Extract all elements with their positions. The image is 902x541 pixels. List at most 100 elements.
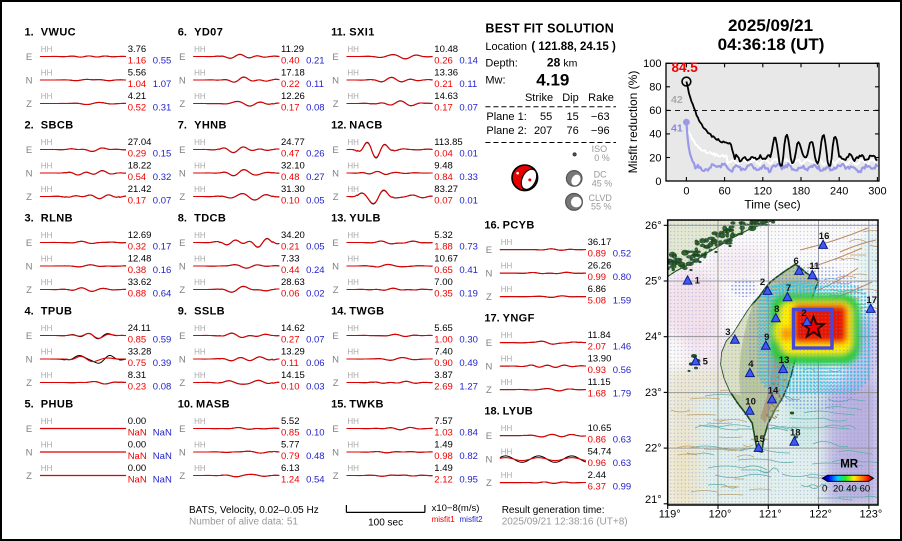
svg-text:N: N (179, 75, 186, 86)
svg-text:34.20: 34.20 (281, 230, 305, 241)
svg-text:15: 15 (754, 434, 765, 445)
svg-text:HH: HH (501, 378, 513, 387)
svg-text:0.98: 0.98 (434, 451, 453, 462)
svg-text:28: 28 (547, 55, 561, 69)
svg-text:13.29: 13.29 (281, 346, 305, 357)
svg-text:0.06: 0.06 (281, 289, 300, 300)
svg-text:3.: 3. (25, 213, 34, 225)
svg-text:0.64: 0.64 (153, 289, 172, 300)
svg-text:E: E (179, 238, 185, 249)
svg-text:0.21: 0.21 (434, 79, 453, 90)
svg-text:40: 40 (649, 129, 661, 141)
svg-text:Z: Z (486, 385, 492, 396)
svg-text:HH: HH (41, 138, 53, 147)
svg-text:0.55: 0.55 (153, 56, 172, 67)
svg-text:E: E (26, 424, 32, 435)
svg-text:0.82: 0.82 (459, 451, 478, 462)
svg-text:0.06: 0.06 (306, 358, 325, 369)
svg-text:0.40: 0.40 (281, 56, 300, 67)
svg-text:11.84: 11.84 (588, 330, 611, 341)
svg-text:0.29: 0.29 (128, 149, 147, 160)
svg-text:1: 1 (695, 276, 701, 287)
svg-text:7.: 7. (178, 120, 187, 132)
svg-text:E: E (332, 52, 338, 63)
svg-text:13: 13 (779, 355, 790, 366)
svg-text:MR: MR (840, 459, 859, 471)
svg-text:HH: HH (194, 161, 206, 170)
svg-text:8: 8 (774, 304, 779, 315)
svg-text:0.19: 0.19 (459, 289, 478, 300)
svg-text:HH: HH (347, 347, 359, 356)
svg-text:0.23: 0.23 (128, 382, 147, 393)
svg-text:22°: 22° (645, 443, 662, 455)
svg-text:N: N (485, 455, 492, 466)
svg-text:Z: Z (333, 378, 339, 389)
svg-text:1.24: 1.24 (281, 475, 300, 486)
svg-text:0.48: 0.48 (306, 451, 325, 462)
svg-text:YNGF: YNGF (503, 313, 535, 325)
svg-text:0.02: 0.02 (306, 289, 325, 300)
svg-text:HH: HH (41, 371, 53, 380)
svg-text:7.57: 7.57 (434, 416, 453, 427)
svg-text:31.30: 31.30 (281, 184, 305, 195)
svg-text:42: 42 (671, 94, 683, 106)
svg-text:HH: HH (194, 185, 206, 194)
svg-text:0.86: 0.86 (588, 435, 607, 446)
svg-text:0.07: 0.07 (434, 196, 453, 207)
svg-text:60: 60 (860, 484, 871, 495)
svg-text:7: 7 (786, 283, 791, 294)
svg-text:HH: HH (41, 440, 53, 449)
svg-text:33.62: 33.62 (128, 277, 152, 288)
svg-text:14.62: 14.62 (281, 323, 305, 334)
svg-text:4.19: 4.19 (536, 71, 569, 90)
svg-text:9.: 9. (178, 306, 187, 318)
svg-text:HH: HH (501, 238, 513, 247)
svg-text:12.: 12. (331, 120, 346, 132)
svg-text:HH: HH (194, 464, 206, 473)
svg-text:SSLB: SSLB (194, 306, 225, 318)
svg-text:0.17: 0.17 (153, 242, 172, 253)
svg-text:Plane 2:: Plane 2: (486, 125, 526, 137)
svg-text:E: E (332, 424, 338, 435)
svg-text:0.24: 0.24 (306, 265, 325, 276)
svg-text:HH: HH (41, 161, 53, 170)
svg-text:Z: Z (26, 378, 32, 389)
svg-text:HH: HH (41, 254, 53, 263)
svg-text:YULB: YULB (349, 213, 381, 225)
svg-text:N: N (179, 354, 186, 365)
svg-text:16.: 16. (484, 220, 499, 232)
svg-text:HH: HH (501, 471, 513, 480)
svg-text:8.: 8. (178, 213, 187, 225)
svg-text:NACB: NACB (349, 120, 382, 132)
svg-text:0.08: 0.08 (153, 382, 172, 393)
svg-text:14: 14 (768, 385, 779, 396)
svg-text:Plane 1:: Plane 1: (486, 111, 526, 123)
svg-text:9: 9 (764, 332, 769, 343)
svg-text:0.27: 0.27 (281, 335, 300, 346)
svg-text:E: E (26, 52, 32, 63)
svg-text:0.04: 0.04 (434, 149, 453, 160)
svg-text:11.15: 11.15 (588, 377, 611, 388)
svg-text:LYUB: LYUB (503, 406, 534, 418)
svg-text:3: 3 (725, 327, 730, 338)
svg-text:VWUC: VWUC (41, 27, 76, 39)
svg-text:0.65: 0.65 (434, 265, 453, 276)
svg-text:0.17: 0.17 (128, 196, 147, 207)
svg-text:5.08: 5.08 (588, 296, 607, 307)
svg-text:ISO: ISO (592, 144, 608, 154)
svg-text:HH: HH (347, 138, 359, 147)
svg-text:E: E (486, 338, 492, 349)
svg-text:SXI1: SXI1 (349, 27, 374, 39)
svg-text:Z: Z (179, 285, 185, 296)
svg-text:DC: DC (594, 169, 607, 179)
svg-text:0.44: 0.44 (281, 265, 300, 276)
svg-text:E: E (179, 424, 185, 435)
svg-text:3.87: 3.87 (434, 370, 453, 381)
svg-text:1.: 1. (25, 27, 34, 39)
svg-text:NaN: NaN (153, 475, 172, 486)
svg-text:0: 0 (655, 176, 661, 188)
svg-text:0.27: 0.27 (306, 172, 325, 183)
svg-text:HH: HH (194, 417, 206, 426)
svg-text:2: 2 (801, 308, 806, 319)
svg-text:5.52: 5.52 (281, 416, 300, 427)
